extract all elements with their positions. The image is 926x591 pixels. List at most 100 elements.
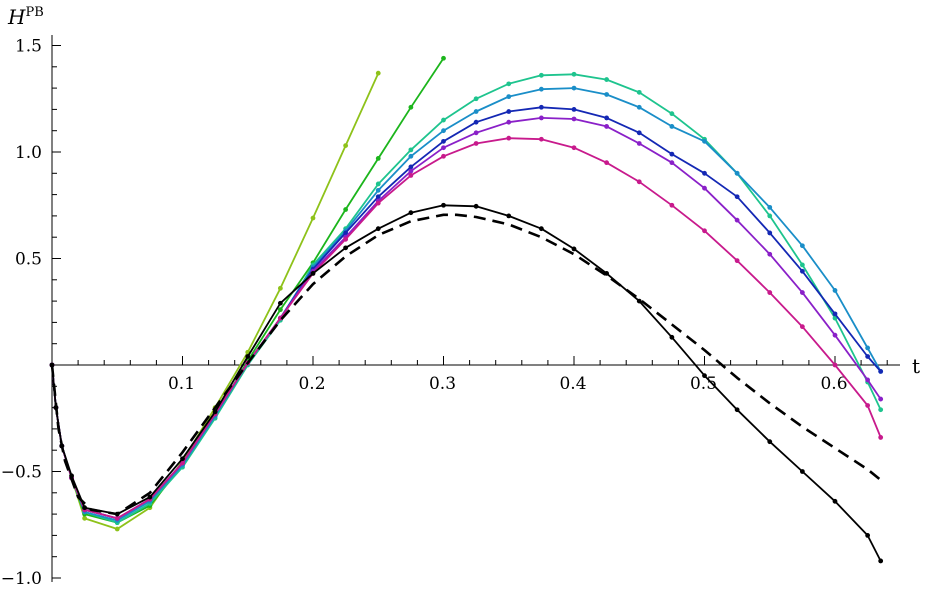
data-point <box>832 498 838 504</box>
data-point <box>441 138 446 144</box>
data-point <box>604 124 610 129</box>
data-point <box>865 345 871 351</box>
y-tick-label: 1.5 <box>15 37 42 57</box>
data-point <box>767 230 773 236</box>
data-point <box>734 194 740 200</box>
data-point <box>408 153 414 159</box>
data-point <box>636 89 642 95</box>
series-line <box>51 57 445 524</box>
series-3 <box>49 85 884 523</box>
data-point <box>669 160 675 166</box>
data-point <box>669 111 675 117</box>
x-tick-label: 0.5 <box>690 374 717 394</box>
data-point <box>799 243 805 249</box>
data-point <box>506 135 512 141</box>
data-point <box>702 170 707 176</box>
data-point <box>832 332 838 338</box>
data-point <box>604 160 610 166</box>
data-point <box>408 168 414 174</box>
data-point <box>375 194 381 200</box>
data-point <box>604 115 610 121</box>
data-point <box>277 300 283 306</box>
series-8 <box>50 213 882 516</box>
data-point <box>69 473 74 479</box>
data-point <box>473 96 479 102</box>
data-point <box>343 143 349 149</box>
data-point <box>878 558 884 564</box>
data-point <box>571 246 577 252</box>
data-point <box>473 130 479 136</box>
data-point <box>878 396 884 402</box>
data-point <box>799 290 805 295</box>
series-0 <box>49 70 381 532</box>
data-point <box>702 185 707 191</box>
x-tick-label: 0.2 <box>298 374 325 394</box>
series-line <box>51 87 882 522</box>
data-point <box>571 107 577 112</box>
data-point <box>277 307 283 313</box>
data-point <box>604 77 610 82</box>
data-point <box>571 71 577 77</box>
data-point <box>375 70 381 76</box>
data-point <box>571 145 577 151</box>
data-point <box>506 213 512 219</box>
data-point <box>180 456 185 462</box>
data-point <box>571 85 577 91</box>
data-point <box>636 179 642 185</box>
data-point <box>506 94 512 100</box>
data-point <box>878 435 884 440</box>
data-point <box>538 226 544 232</box>
series-layer <box>49 55 884 564</box>
x-tick-label: 0.1 <box>168 374 195 394</box>
data-point <box>147 494 153 500</box>
series-2 <box>49 71 884 526</box>
data-point <box>832 362 838 368</box>
data-point <box>375 181 381 187</box>
series-4 <box>49 104 884 521</box>
y-axis-label: HPB <box>7 5 44 29</box>
y-ticks: 1.5 1.0 0.5 −0.5 −1.0 <box>1 37 61 589</box>
data-point <box>538 136 544 142</box>
data-point <box>310 271 316 276</box>
data-point <box>799 324 805 330</box>
data-point <box>636 104 642 110</box>
data-point <box>441 202 446 208</box>
x-tick-label: 0.3 <box>429 374 456 394</box>
data-point <box>277 285 283 291</box>
data-point <box>604 92 610 97</box>
x-ticks: 0.1 0.2 0.3 0.4 0.5 0.6 <box>77 356 888 394</box>
data-point <box>734 217 740 223</box>
y-axis-label-main: H <box>7 5 26 29</box>
y-axis-label-superscript: PB <box>25 5 43 20</box>
axes: 0.1 0.2 0.3 0.4 0.5 0.6 1.5 1.0 0.5 −0.5 −1.0 <box>1 35 900 589</box>
data-point <box>82 515 88 521</box>
data-point <box>375 200 381 206</box>
data-point <box>245 354 251 359</box>
data-point <box>343 236 349 242</box>
data-point <box>538 72 544 78</box>
data-point <box>441 128 446 134</box>
series-line <box>50 213 882 516</box>
data-point <box>343 245 349 251</box>
y-tick-label: −1.0 <box>1 569 42 589</box>
data-point <box>114 515 120 521</box>
series-line <box>51 73 882 524</box>
data-point <box>506 119 512 125</box>
data-point <box>832 311 838 317</box>
data-point <box>277 315 283 321</box>
series-line <box>51 106 882 520</box>
data-point <box>538 86 544 92</box>
data-point <box>506 109 512 114</box>
data-point <box>636 130 642 136</box>
data-point <box>375 155 381 161</box>
x-tick-label: 0.4 <box>559 374 586 394</box>
data-point <box>669 151 675 157</box>
data-point <box>441 117 446 123</box>
x-tick-label: 0.6 <box>820 374 847 394</box>
data-point <box>669 124 675 129</box>
data-point <box>734 258 740 264</box>
data-point <box>538 115 544 121</box>
data-point <box>865 354 871 359</box>
data-point <box>767 290 773 295</box>
data-point <box>865 377 871 383</box>
